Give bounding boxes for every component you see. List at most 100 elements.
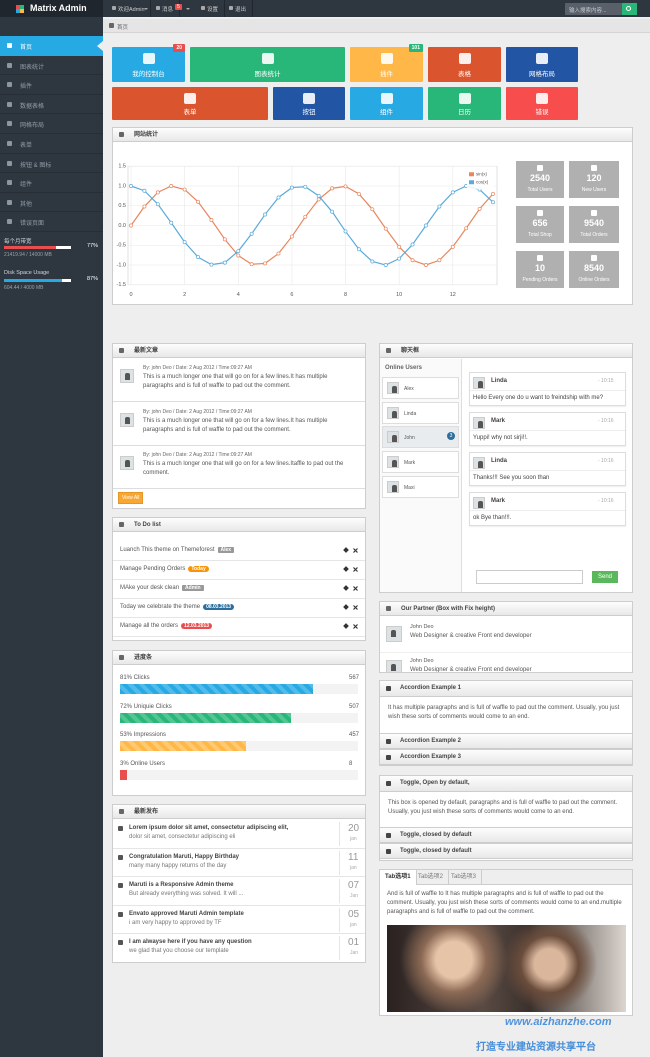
article-text: This is a much longer one that will go o… xyxy=(143,417,328,433)
accordion-panel: Accordion Example 1 It has multiple parag… xyxy=(379,680,633,766)
stat-label: Total Orders xyxy=(580,232,608,238)
todo-row: Manage Pending Orders Today xyxy=(120,566,209,572)
send-button[interactable]: Send xyxy=(592,571,619,583)
menu-item[interactable]: 错误页面 xyxy=(0,212,103,232)
point xyxy=(410,242,415,247)
todo-tag: Admin xyxy=(182,585,204,591)
avatar xyxy=(120,369,134,383)
section-header[interactable]: Accordion Example 3 xyxy=(380,749,632,765)
menu-item[interactable]: 其他 xyxy=(0,193,103,213)
message-head xyxy=(470,413,625,431)
nav-item[interactable]: 退出 xyxy=(226,0,253,17)
menu-item[interactable]: 图表统计 xyxy=(0,56,103,76)
article-meta: By: john Deo / Date: 2 Aug 2012 / Time:0… xyxy=(143,365,252,371)
point xyxy=(356,247,361,252)
tile[interactable]: 日历 xyxy=(428,87,501,120)
edit-icon[interactable] xyxy=(343,566,349,572)
nav-item[interactable]: 欢迎Admin xyxy=(109,0,151,17)
post-text: dolor sit amet, consectetur adipiscing e… xyxy=(129,834,236,840)
article-meta: By: john Deo / Date: 2 Aug 2012 / Time:0… xyxy=(143,452,252,458)
progress-track xyxy=(120,684,358,694)
edit-icon[interactable] xyxy=(343,547,349,553)
delete-icon[interactable] xyxy=(353,548,358,553)
menu-item[interactable]: 按钮 & 图标 xyxy=(0,154,103,174)
icon xyxy=(119,809,124,814)
menu-item[interactable]: 表单 xyxy=(0,134,103,154)
legend-label: cos(x) xyxy=(476,179,489,184)
point xyxy=(397,256,402,261)
nav-item[interactable]: 设置 xyxy=(198,0,225,17)
point xyxy=(236,253,241,258)
menu-item[interactable]: 组件 xyxy=(0,173,103,193)
edit-icon[interactable] xyxy=(343,585,349,591)
tile-label: 网格布局 xyxy=(529,71,555,78)
delete-icon[interactable] xyxy=(353,586,358,591)
tile[interactable]: 组件 xyxy=(350,87,423,120)
tile-label: 插件 xyxy=(380,71,393,78)
stat-value: 9540 xyxy=(583,218,605,228)
stat-label: Pending Orders xyxy=(522,277,558,283)
user[interactable]: Maxi xyxy=(382,475,459,498)
menu-item[interactable]: 网格布局 xyxy=(0,114,103,134)
y-tick-label: 1.5 xyxy=(118,164,126,170)
progress-fill xyxy=(120,769,128,780)
search-input[interactable]: 输入搜索内容... xyxy=(565,3,622,15)
tab[interactable]: Tab选项2 xyxy=(413,870,450,885)
tile[interactable]: 插件 101 xyxy=(350,44,423,82)
section-header[interactable]: Toggle, Open by default, xyxy=(380,776,632,792)
user[interactable]: Alex xyxy=(382,377,459,399)
tile-icon xyxy=(303,93,315,104)
message: Linda - 10:15 Hello Every one do u want to… xyxy=(469,372,626,406)
x-tick-label: 4 xyxy=(237,292,240,298)
tile[interactable]: 表单 xyxy=(112,87,268,120)
todo-tag: Today xyxy=(188,566,209,572)
edit-icon[interactable] xyxy=(343,604,349,610)
chat-input[interactable] xyxy=(476,570,583,584)
point xyxy=(155,190,160,195)
tile[interactable]: 网格布局 xyxy=(506,47,578,82)
todo-item: Luanch This theme on Themeforest Alex xyxy=(113,542,365,561)
tile[interactable]: 按钮 xyxy=(273,87,345,120)
user[interactable]: Mark xyxy=(382,451,459,474)
point xyxy=(410,258,415,263)
point xyxy=(182,240,187,245)
delete-icon[interactable] xyxy=(353,567,358,572)
point xyxy=(424,223,428,228)
tile[interactable]: 图表统计 xyxy=(190,47,345,82)
section-header[interactable]: Toggle, closed by default xyxy=(380,843,632,859)
section-header[interactable]: Accordion Example 2 xyxy=(380,733,632,749)
tile[interactable]: 我的控制台 20 xyxy=(112,44,185,82)
view-all-button[interactable]: View All xyxy=(118,492,144,504)
menu-item[interactable]: 插件 xyxy=(0,75,103,95)
tile-icon xyxy=(142,53,155,64)
stat-label: New Users xyxy=(581,187,607,193)
message-name: Linda xyxy=(491,458,507,464)
breadcrumb-label[interactable]: 首页 xyxy=(117,25,129,31)
stat-box: 10 Pending Orders xyxy=(516,251,564,288)
delete-icon[interactable] xyxy=(353,605,358,610)
search-button[interactable] xyxy=(622,3,637,15)
tab[interactable]: Tab选项3 xyxy=(446,870,483,885)
message: Mark - 10:16 ok Bye than!!!. xyxy=(469,492,626,526)
user-name: Mark xyxy=(404,460,416,467)
user[interactable]: John 3 xyxy=(382,426,459,449)
icon xyxy=(229,6,233,10)
partner-role: Web Designer & creative Front end develo… xyxy=(410,633,532,639)
edit-icon[interactable] xyxy=(343,623,349,629)
tile[interactable]: 表格 xyxy=(428,47,501,82)
delete-icon[interactable] xyxy=(353,624,358,629)
user[interactable]: Linda xyxy=(382,401,459,424)
section-title: Toggle, closed by default xyxy=(400,848,472,854)
tile-icon xyxy=(458,53,471,64)
post-divider xyxy=(339,879,340,904)
menu-item[interactable]: 首页 xyxy=(0,36,103,56)
tile[interactable]: 错误 xyxy=(506,87,578,120)
tile-label: 组件 xyxy=(380,109,393,116)
menu-item[interactable]: 数据表格 xyxy=(0,95,103,115)
stat-box: 2540 Total Users xyxy=(516,161,564,198)
section-header[interactable]: Toggle, closed by default xyxy=(380,827,632,843)
tab[interactable]: Tab选项1 xyxy=(380,870,417,885)
avatar xyxy=(387,406,399,419)
section-header[interactable]: Accordion Example 1 xyxy=(380,681,632,697)
watermark-slogan: 打造专业建站资源共享平台 xyxy=(476,1042,596,1053)
